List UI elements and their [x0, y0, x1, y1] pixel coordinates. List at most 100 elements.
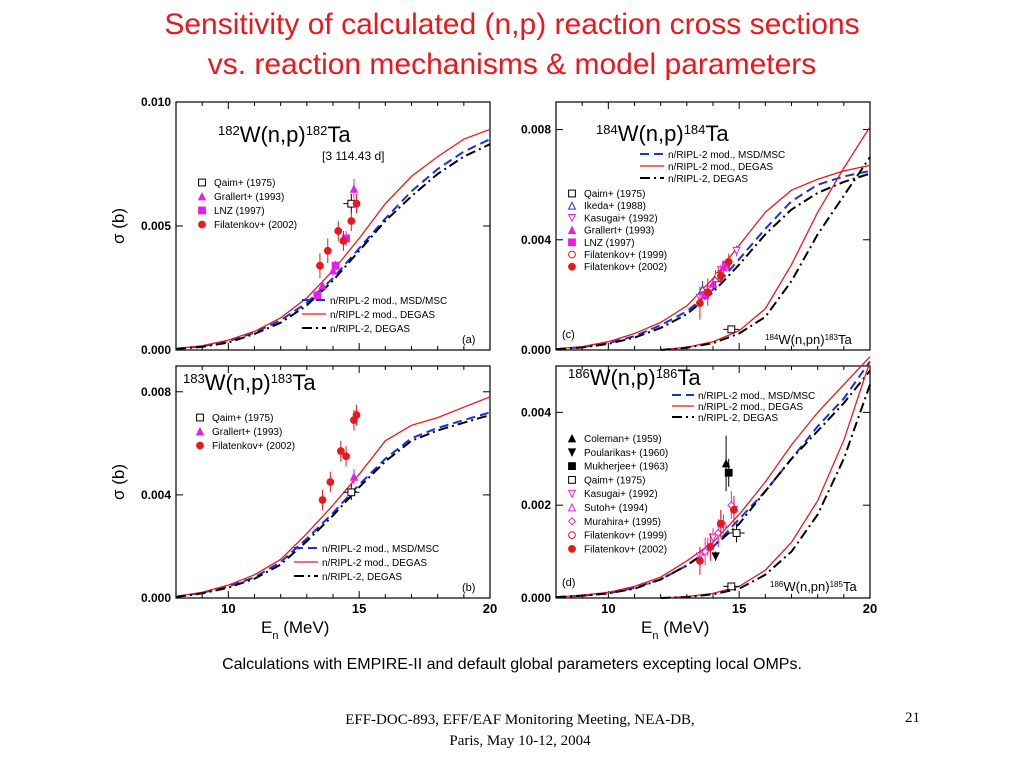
data-point — [328, 266, 338, 275]
legend-marker — [196, 413, 204, 422]
x-axis-label: En (MeV) — [261, 618, 329, 642]
legend-entry: n/RIPL-2 mod., MSD/MSC — [668, 150, 785, 161]
legend-marker — [196, 441, 204, 450]
series-line-degas — [175, 396, 491, 598]
legend-marker — [568, 262, 576, 271]
legend-entry: LNZ (1997) — [584, 238, 635, 249]
legend-marker — [568, 545, 576, 553]
legend-entry: Ikeda+ (1988) — [584, 201, 646, 212]
series-line-msd — [555, 169, 871, 351]
legend-marker — [198, 220, 206, 229]
slide-title-line-2: vs. reaction mechanisms & model paramete… — [207, 48, 817, 81]
legend-entry: Grallert+ (1993) — [212, 427, 282, 438]
legend-marker — [567, 201, 577, 210]
legend-entry: LNZ (1997) — [214, 206, 265, 217]
slide-footer: EFF-DOC-893, EFF/EAF Monitoring Meeting,… — [345, 712, 695, 749]
y-tick-label: 0.000 — [141, 591, 171, 605]
y-tick-label: 0.004 — [141, 488, 171, 502]
legend-entry: n/RIPL-2 mod., DEGAS — [322, 558, 427, 569]
legend-marker — [568, 238, 576, 247]
slide-caption: Calculations with EMPIRE-II and default … — [222, 656, 802, 673]
legend-entry: n/RIPL-2, DEGAS — [698, 413, 778, 424]
secondary-reaction-label: 184W(n,pn)183Ta — [765, 332, 852, 347]
legend-marker — [198, 178, 206, 187]
data-point — [716, 519, 725, 528]
series-line-msd — [175, 411, 491, 598]
legend-entry: Coleman+ (1959) — [584, 434, 662, 445]
legend-marker — [567, 214, 577, 223]
legend-entry: n/RIPL-2 mod., DEGAS — [330, 310, 435, 321]
data-point — [708, 533, 718, 543]
legend-marker — [197, 191, 207, 201]
panel-a: 0.000 0.005 0.010 σ (b) Qaim+ (1975) Grallert… — [109, 95, 491, 357]
legend-entry: n/RIPL-2 mod., DEGAS — [698, 402, 803, 413]
x-tick-label: 20 — [483, 601, 497, 616]
panel-letter: (a) — [462, 334, 475, 346]
legend-entry: Filatenkov+ (2002) — [584, 262, 667, 273]
legend-entry: Filatenkov+ (2002) — [212, 441, 295, 452]
x-axis-label: En (MeV) — [641, 618, 709, 642]
legend-entry: Qaim+ (1975) — [584, 475, 645, 486]
legend-entry: Poularikas+ (1960) — [584, 448, 668, 459]
legend-entry: Qaim+ (1975) — [212, 413, 273, 424]
legend-entry: n/RIPL-2 mod., DEGAS — [668, 162, 773, 173]
data-point — [701, 547, 710, 556]
legend-entry: Filatenkov+ (1999) — [584, 531, 667, 542]
series-line-ripl — [175, 143, 491, 350]
page-number: 21 — [905, 710, 920, 726]
legend-marker — [568, 462, 576, 471]
panel-b: 0.000 0.004 0.008 10 15 20 σ (b) En (MeV) Qaim+ … — [109, 365, 497, 642]
series-line-ripl — [175, 414, 491, 598]
y-tick-label: 0.000 — [521, 591, 551, 605]
x-tick-label: 15 — [732, 601, 746, 616]
panel-reaction-title: 182W(n,p)182Ta — [218, 122, 351, 147]
secondary-series-line-ripl — [660, 156, 871, 351]
legend-entry: Mukherjee+ (1963) — [584, 462, 668, 473]
data-point — [313, 291, 322, 300]
data-point — [696, 556, 704, 565]
y-axis-label: σ (b) — [109, 464, 128, 500]
data-point — [703, 288, 712, 297]
legend-entry: Grallert+ (1993) — [584, 226, 654, 237]
data-point — [352, 199, 361, 208]
panel-reaction-title: 186W(n,p)186Ta — [568, 365, 701, 390]
y-tick-label: 0.005 — [141, 219, 171, 233]
legend-entry: n/RIPL-2, DEGAS — [322, 572, 402, 583]
legend-entry: Sutoh+ (1994) — [584, 503, 648, 514]
legend-entry: n/RIPL-2, DEGAS — [668, 174, 748, 185]
data-point — [724, 257, 733, 266]
data-point — [696, 299, 704, 308]
y-tick-label: 0.008 — [141, 385, 171, 399]
data-point — [716, 271, 725, 280]
data-point — [336, 447, 345, 455]
legend-marker — [567, 433, 577, 443]
data-point — [331, 261, 340, 270]
legend-entry: Grallert+ (1993) — [214, 192, 284, 203]
legend-entry: n/RIPL-2 mod., MSD/MSC — [322, 544, 439, 555]
data-point — [349, 184, 359, 193]
data-point — [316, 261, 324, 270]
y-tick-label: 0.004 — [521, 233, 551, 247]
y-tick-label: 0.002 — [521, 498, 551, 512]
x-tick-label: 10 — [601, 601, 615, 616]
isomer-state-note: [3 114.43 d] — [322, 149, 385, 163]
data-point — [318, 281, 327, 290]
panel-d: 0.000 0.002 0.004 10 15 20 En (MeV) Coleman+ (1… — [521, 356, 877, 642]
data-point — [730, 505, 738, 514]
y-tick-label: 0.000 — [521, 343, 551, 357]
data-point — [732, 529, 741, 537]
legend-entry: Kasugai+ (1992) — [584, 213, 658, 224]
series-line-msd — [175, 138, 491, 350]
y-tick-label: 0.000 — [141, 343, 171, 357]
x-tick-label: 20 — [863, 601, 877, 616]
legend-marker — [567, 517, 577, 526]
legend-entry: Kasugai+ (1992) — [584, 489, 658, 500]
cross-section-figure: 0.000 0.005 0.010 σ (b) Qaim+ (1975) Grallert… — [109, 95, 877, 642]
data-point — [727, 582, 736, 591]
data-point — [326, 478, 335, 486]
legend-marker — [568, 250, 576, 259]
legend-marker — [567, 489, 577, 499]
legend-marker — [198, 206, 206, 215]
panel-letter: (b) — [462, 582, 475, 594]
data-point — [334, 227, 343, 235]
